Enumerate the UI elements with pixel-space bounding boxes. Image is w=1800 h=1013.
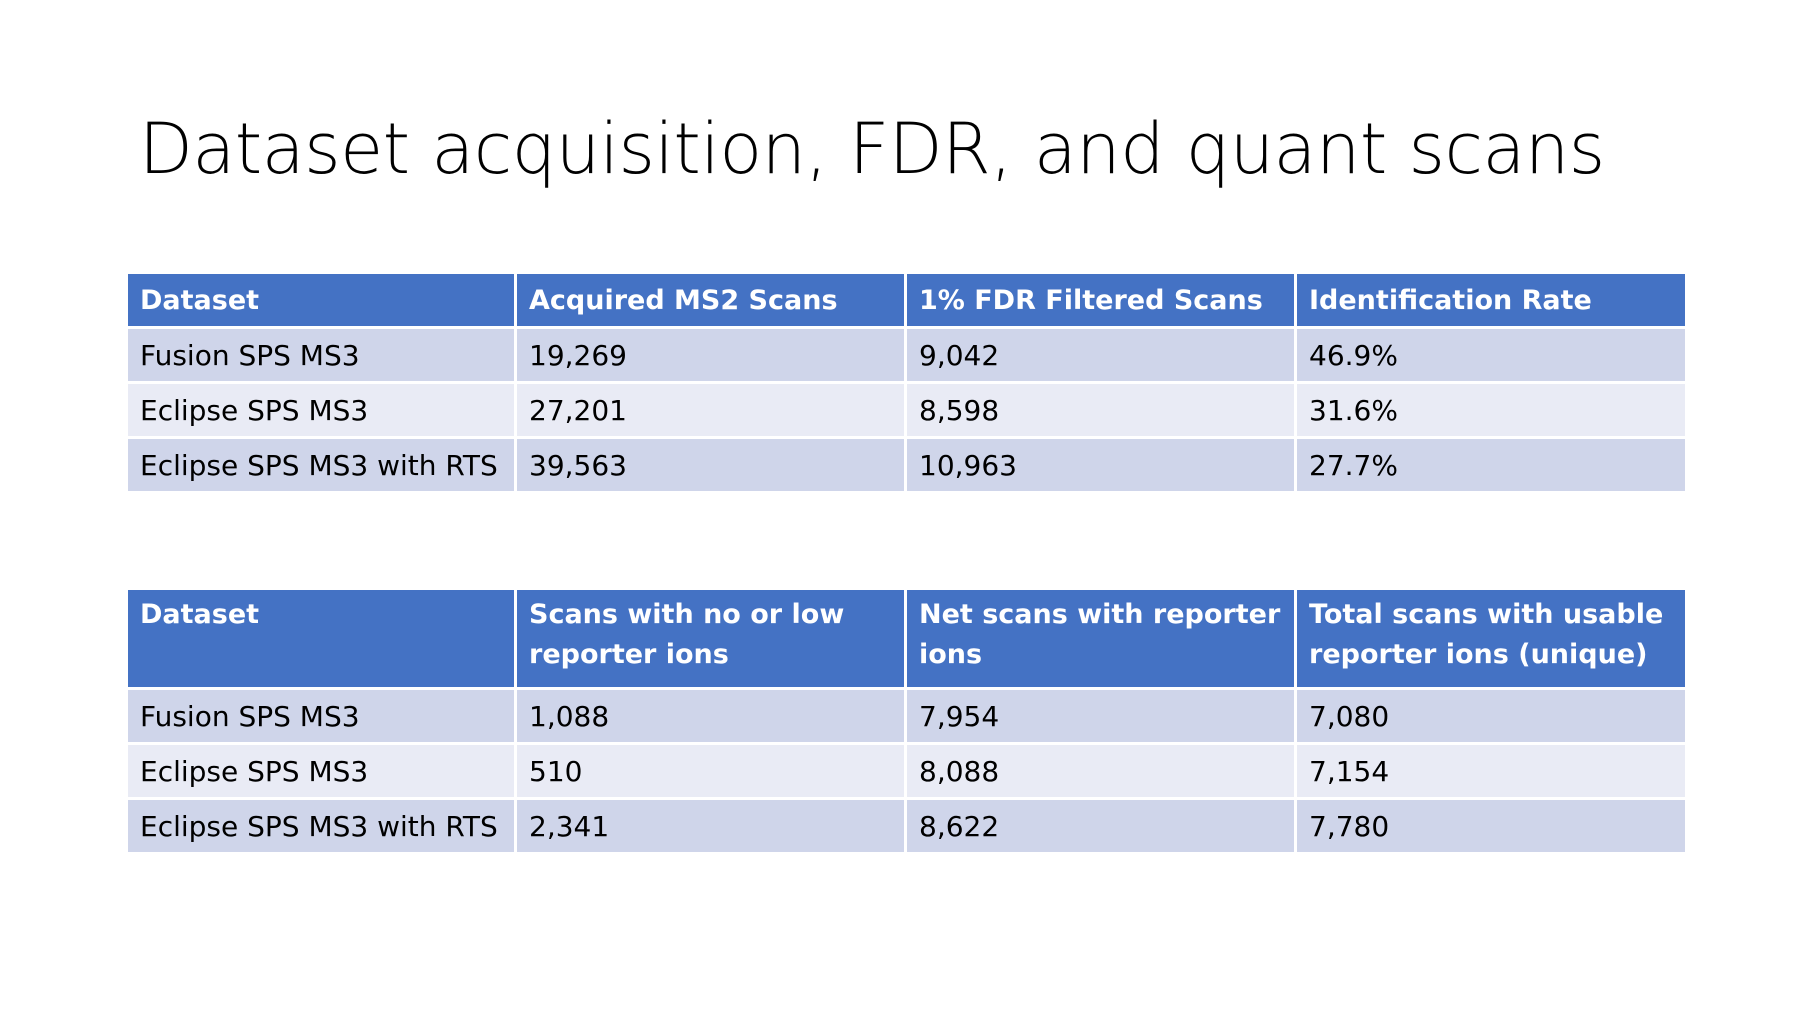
cell-scans-no-low-reporter-ions: 1,088: [514, 687, 907, 745]
cell-scans-no-low-reporter-ions: 510: [514, 742, 907, 800]
table-row: Eclipse SPS MS3 with RTS 39,563 10,963 2…: [125, 436, 1688, 494]
header-net-scans-reporter-ions: Net scans with reporter ions: [904, 587, 1297, 690]
header-fdr-filtered-scans: 1% FDR Filtered Scans: [904, 271, 1297, 329]
header-scans-no-low-reporter-ions: Scans with no or low reporter ions: [514, 587, 907, 690]
slide-title: Dataset acquisition, FDR, and quant scan…: [139, 108, 1605, 190]
reporter-ion-quant-table: Dataset Scans with no or low reporter io…: [125, 587, 1688, 855]
cell-scans-no-low-reporter-ions: 2,341: [514, 797, 907, 855]
acquisition-fdr-table: Dataset Acquired MS2 Scans 1% FDR Filter…: [125, 271, 1688, 494]
cell-net-scans-reporter-ions: 7,954: [904, 687, 1297, 745]
cell-acquired-ms2-scans: 19,269: [514, 326, 907, 384]
cell-total-usable-reporter-ions: 7,154: [1294, 742, 1688, 800]
table-header-row: Dataset Scans with no or low reporter io…: [125, 587, 1688, 690]
cell-identification-rate: 31.6%: [1294, 381, 1688, 439]
cell-total-usable-reporter-ions: 7,080: [1294, 687, 1688, 745]
cell-dataset: Fusion SPS MS3: [125, 326, 517, 384]
cell-net-scans-reporter-ions: 8,622: [904, 797, 1297, 855]
cell-fdr-filtered-scans: 8,598: [904, 381, 1297, 439]
cell-total-usable-reporter-ions: 7,780: [1294, 797, 1688, 855]
cell-dataset: Fusion SPS MS3: [125, 687, 517, 745]
cell-fdr-filtered-scans: 10,963: [904, 436, 1297, 494]
header-dataset: Dataset: [125, 271, 517, 329]
cell-dataset: Eclipse SPS MS3: [125, 742, 517, 800]
cell-net-scans-reporter-ions: 8,088: [904, 742, 1297, 800]
table-row: Eclipse SPS MS3 510 8,088 7,154: [125, 742, 1688, 800]
header-acquired-ms2-scans: Acquired MS2 Scans: [514, 271, 907, 329]
cell-dataset: Eclipse SPS MS3 with RTS: [125, 797, 517, 855]
header-identification-rate: Identification Rate: [1294, 271, 1688, 329]
table-row: Fusion SPS MS3 19,269 9,042 46.9%: [125, 326, 1688, 384]
table-header-row: Dataset Acquired MS2 Scans 1% FDR Filter…: [125, 271, 1688, 329]
cell-dataset: Eclipse SPS MS3: [125, 381, 517, 439]
cell-identification-rate: 46.9%: [1294, 326, 1688, 384]
header-total-usable-reporter-ions: Total scans with usable reporter ions (u…: [1294, 587, 1688, 690]
cell-identification-rate: 27.7%: [1294, 436, 1688, 494]
cell-fdr-filtered-scans: 9,042: [904, 326, 1297, 384]
cell-acquired-ms2-scans: 27,201: [514, 381, 907, 439]
table-row: Eclipse SPS MS3 27,201 8,598 31.6%: [125, 381, 1688, 439]
cell-acquired-ms2-scans: 39,563: [514, 436, 907, 494]
header-dataset: Dataset: [125, 587, 517, 690]
table-row: Eclipse SPS MS3 with RTS 2,341 8,622 7,7…: [125, 797, 1688, 855]
cell-dataset: Eclipse SPS MS3 with RTS: [125, 436, 517, 494]
table-row: Fusion SPS MS3 1,088 7,954 7,080: [125, 687, 1688, 745]
